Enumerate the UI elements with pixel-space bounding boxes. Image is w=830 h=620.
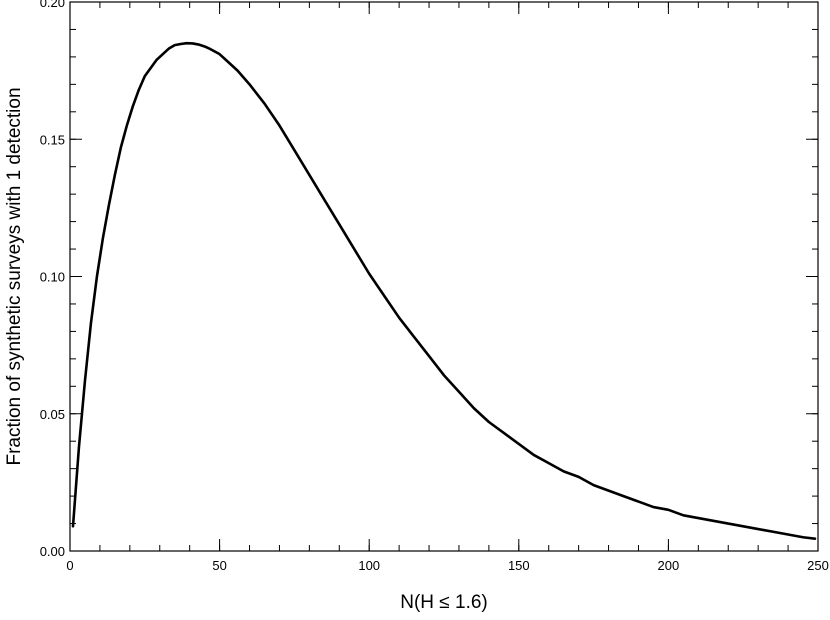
x-tick-label: 50 — [212, 558, 226, 573]
plot-frame — [69, 1, 819, 552]
y-axis-title: Fraction of synthetic surveys with 1 det… — [4, 87, 25, 465]
x-tick-label: 250 — [807, 558, 829, 573]
x-axis-title: N(H ≤ 1.6) — [400, 592, 488, 613]
tick-marks — [69, 1, 819, 552]
y-tick-label: 0.10 — [40, 270, 65, 285]
y-tick-label: 0.20 — [40, 0, 65, 10]
x-tick-label: 200 — [658, 558, 680, 573]
y-tick-label: 0.15 — [40, 132, 65, 147]
x-tick-label: 150 — [508, 558, 530, 573]
series-line — [71, 41, 817, 540]
y-tick-label: 0.05 — [40, 407, 65, 422]
y-tick-label: 0.00 — [40, 544, 65, 559]
x-tick-label: 0 — [66, 558, 73, 573]
x-tick-label: 100 — [358, 558, 380, 573]
tick-labels: 0 50 100 150 200 250 0.00 0.05 0.10 0.15 0.20 — [40, 0, 829, 573]
